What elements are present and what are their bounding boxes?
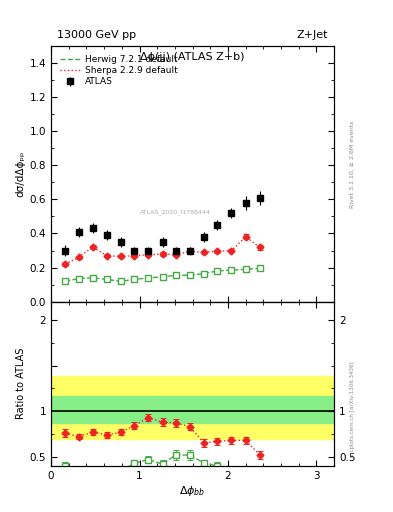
Sherpa 2.2.9 default: [202, 249, 206, 255]
Text: Z+Jet: Z+Jet: [297, 30, 329, 40]
Text: Rivet 3.1.10, ≥ 2.6M events: Rivet 3.1.10, ≥ 2.6M events: [350, 120, 355, 207]
Bar: [51, 376, 334, 439]
Text: mcplots.cern.ch [arXiv:1306.3436]: mcplots.cern.ch [arXiv:1306.3436]: [350, 362, 355, 457]
Sherpa 2.2.9 default: [160, 251, 165, 257]
Sherpa 2.2.9 default: [229, 247, 234, 253]
Herwig 7.2.1 default: [215, 268, 220, 274]
Herwig 7.2.1 default: [132, 276, 137, 283]
Sherpa 2.2.9 default: [173, 252, 178, 258]
Herwig 7.2.1 default: [187, 272, 192, 279]
Text: 13000 GeV pp: 13000 GeV pp: [57, 30, 136, 40]
Legend: Herwig 7.2.1 default, Sherpa 2.2.9 default, ATLAS: Herwig 7.2.1 default, Sherpa 2.2.9 defau…: [59, 53, 179, 88]
Herwig 7.2.1 default: [90, 275, 95, 281]
Line: Herwig 7.2.1 default: Herwig 7.2.1 default: [65, 268, 260, 281]
Herwig 7.2.1 default: [257, 265, 262, 271]
Text: Δϕ(jj) (ATLAS Z+b): Δϕ(jj) (ATLAS Z+b): [140, 52, 245, 62]
Herwig 7.2.1 default: [63, 278, 68, 284]
Sherpa 2.2.9 default: [63, 261, 68, 267]
Herwig 7.2.1 default: [146, 275, 151, 281]
Bar: [51, 396, 334, 423]
Line: Sherpa 2.2.9 default: Sherpa 2.2.9 default: [65, 237, 260, 264]
Sherpa 2.2.9 default: [90, 244, 95, 250]
Herwig 7.2.1 default: [160, 274, 165, 280]
Sherpa 2.2.9 default: [215, 248, 220, 254]
Text: ATLAS_2020_I1788444: ATLAS_2020_I1788444: [140, 209, 211, 215]
Herwig 7.2.1 default: [173, 272, 178, 279]
Y-axis label: Ratio to ATLAS: Ratio to ATLAS: [16, 348, 26, 419]
Herwig 7.2.1 default: [76, 275, 81, 282]
Sherpa 2.2.9 default: [76, 254, 81, 261]
Sherpa 2.2.9 default: [105, 252, 109, 259]
X-axis label: $\Delta\phi_{bb}$: $\Delta\phi_{bb}$: [179, 483, 206, 498]
Sherpa 2.2.9 default: [187, 248, 192, 254]
Sherpa 2.2.9 default: [132, 252, 137, 259]
Sherpa 2.2.9 default: [257, 244, 262, 250]
Sherpa 2.2.9 default: [146, 252, 151, 258]
Sherpa 2.2.9 default: [243, 234, 248, 240]
Herwig 7.2.1 default: [202, 270, 206, 276]
Herwig 7.2.1 default: [243, 266, 248, 272]
Herwig 7.2.1 default: [119, 278, 123, 284]
Y-axis label: dσ/dΔϕₚₚ: dσ/dΔϕₚₚ: [15, 151, 26, 197]
Herwig 7.2.1 default: [229, 267, 234, 273]
Sherpa 2.2.9 default: [119, 253, 123, 260]
Herwig 7.2.1 default: [105, 276, 109, 283]
